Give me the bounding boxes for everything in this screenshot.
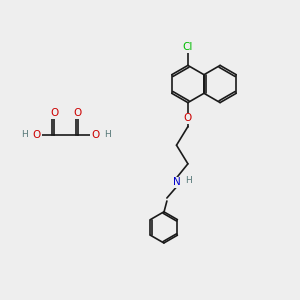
Text: O: O — [50, 108, 58, 118]
Text: O: O — [91, 130, 99, 140]
Text: Cl: Cl — [183, 42, 193, 52]
Text: H: H — [104, 130, 111, 139]
Text: O: O — [33, 130, 41, 140]
Text: H: H — [185, 176, 192, 185]
Text: O: O — [74, 108, 82, 118]
Text: O: O — [184, 113, 192, 123]
Text: N: N — [172, 177, 180, 188]
Text: H: H — [21, 130, 28, 139]
